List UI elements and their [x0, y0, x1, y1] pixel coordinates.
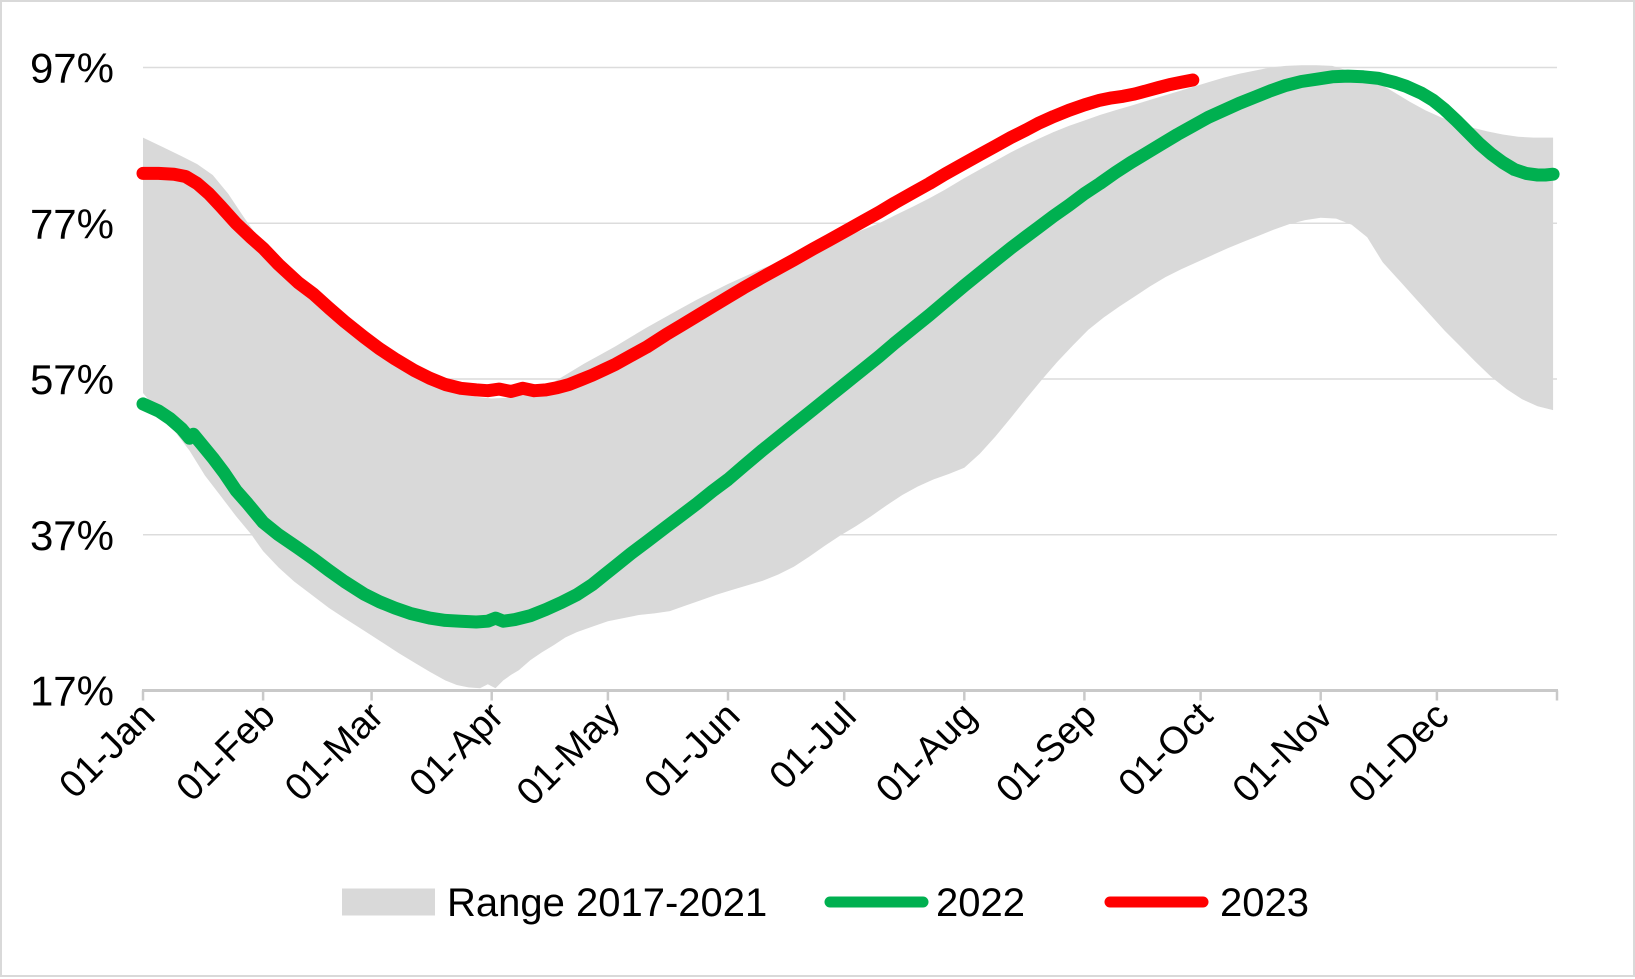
y-tick-label-97: 97%	[30, 45, 114, 92]
x-tick-label-01-Feb: 01-Feb	[169, 695, 284, 810]
x-tick-label-01-Nov: 01-Nov	[1225, 695, 1341, 811]
legend: Range 2017-2021 2022 2023	[342, 881, 1309, 925]
legend-label-range[interactable]: Range 2017-2021	[447, 881, 767, 925]
y-axis-labels: 97% 77% 57% 37% 17%	[30, 45, 114, 715]
x-tick-label-01-Jun: 01-Jun	[636, 695, 748, 807]
data-series	[136, 69, 1560, 629]
x-tick-label-01-Dec: 01-Dec	[1341, 695, 1457, 811]
legend-label-2023[interactable]: 2023	[1220, 881, 1309, 925]
legend-label-2022[interactable]: 2022	[936, 881, 1025, 925]
x-tick-label-01-Jul: 01-Jul	[762, 695, 865, 798]
x-axis	[141, 689, 1559, 701]
y-tick-label-17: 17%	[30, 668, 114, 715]
series-line-2023	[136, 73, 1200, 398]
series-line-2022	[136, 69, 1560, 629]
y-tick-label-57: 57%	[30, 356, 114, 403]
x-tick-label-01-Oct: 01-Oct	[1111, 694, 1222, 805]
x-tick-label-01-May: 01-May	[509, 695, 628, 814]
legend-swatch-range[interactable]	[342, 888, 435, 916]
x-tick-label-01-Aug: 01-Aug	[868, 695, 984, 811]
x-tick-label-01-Sep: 01-Sep	[988, 695, 1104, 811]
x-tick-label-01-Mar: 01-Mar	[277, 694, 392, 809]
y-tick-label-37: 37%	[30, 512, 114, 559]
x-tick-label-01-Apr: 01-Apr	[402, 694, 513, 805]
y-tick-label-77: 77%	[30, 200, 114, 247]
